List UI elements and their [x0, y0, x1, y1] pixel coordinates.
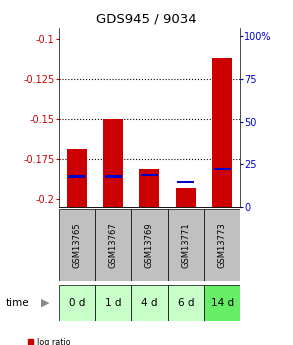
Legend: log ratio, percentile rank within the sample: log ratio, percentile rank within the sa… — [25, 335, 176, 345]
Text: GSM13765: GSM13765 — [72, 222, 81, 268]
Bar — [68, 175, 85, 178]
Text: GSM13769: GSM13769 — [145, 222, 154, 268]
Text: GDS945 / 9034: GDS945 / 9034 — [96, 12, 197, 25]
Bar — [59, 209, 95, 281]
Text: 0 d: 0 d — [69, 298, 85, 308]
Text: GSM13771: GSM13771 — [181, 222, 190, 268]
Text: 6 d: 6 d — [178, 298, 194, 308]
Bar — [105, 175, 122, 178]
Bar — [214, 168, 231, 170]
Bar — [176, 188, 196, 207]
Bar — [141, 174, 158, 176]
Bar — [168, 285, 204, 321]
Bar — [95, 285, 131, 321]
Bar — [168, 209, 204, 281]
Text: 14 d: 14 d — [211, 298, 234, 308]
Bar — [204, 209, 240, 281]
Text: ▶: ▶ — [41, 298, 50, 308]
Bar — [131, 209, 168, 281]
Bar — [212, 58, 232, 207]
Bar — [177, 181, 194, 183]
Text: GSM13767: GSM13767 — [109, 222, 117, 268]
Bar — [59, 285, 95, 321]
Bar — [103, 119, 123, 207]
Text: 4 d: 4 d — [141, 298, 158, 308]
Bar — [139, 169, 159, 207]
Bar — [131, 285, 168, 321]
Text: GSM13773: GSM13773 — [218, 222, 226, 268]
Bar — [95, 209, 131, 281]
Bar — [204, 285, 240, 321]
Bar — [67, 149, 87, 207]
Text: 1 d: 1 d — [105, 298, 121, 308]
Text: time: time — [6, 298, 30, 308]
